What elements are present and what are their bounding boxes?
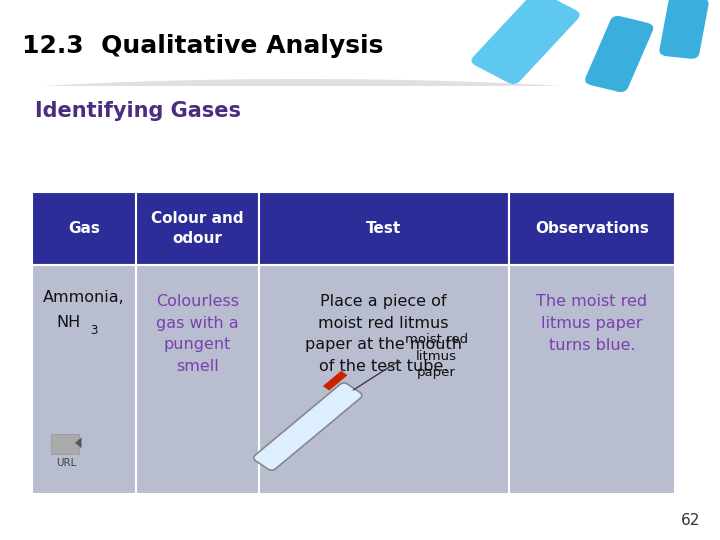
- FancyBboxPatch shape: [253, 383, 362, 470]
- Text: The moist red
litmus paper
turns blue.: The moist red litmus paper turns blue.: [536, 294, 647, 353]
- Text: 62: 62: [680, 513, 700, 528]
- Bar: [0, 0, 720, 97]
- Bar: [323, 371, 348, 390]
- Bar: [0, 86, 720, 540]
- FancyBboxPatch shape: [472, 0, 580, 84]
- Text: Observations: Observations: [535, 221, 649, 235]
- Text: Gas: Gas: [68, 221, 100, 235]
- Text: Colourless
gas with a
pungent
smell: Colourless gas with a pungent smell: [156, 294, 239, 374]
- Bar: [32, 192, 135, 265]
- Bar: [32, 265, 135, 494]
- Bar: [135, 265, 259, 494]
- Bar: [259, 265, 508, 494]
- Text: 12.3  Qualitative Analysis: 12.3 Qualitative Analysis: [22, 34, 383, 58]
- Text: URL: URL: [56, 458, 76, 468]
- FancyBboxPatch shape: [660, 0, 708, 59]
- Bar: [135, 192, 259, 265]
- Polygon shape: [0, 0, 720, 113]
- Bar: [508, 192, 675, 265]
- Text: Colour and
odour: Colour and odour: [151, 211, 243, 246]
- Polygon shape: [75, 437, 81, 448]
- FancyBboxPatch shape: [585, 16, 653, 92]
- Bar: [508, 265, 675, 494]
- Text: Place a piece of
moist red litmus
paper at the mouth
of the test tube.: Place a piece of moist red litmus paper …: [305, 294, 462, 374]
- FancyBboxPatch shape: [50, 434, 79, 454]
- Text: Identifying Gases: Identifying Gases: [35, 100, 240, 121]
- Text: 3: 3: [90, 323, 97, 337]
- Text: NH: NH: [56, 315, 81, 330]
- Text: Test: Test: [366, 221, 401, 235]
- Bar: [259, 192, 508, 265]
- Text: moist red
litmus
paper: moist red litmus paper: [405, 333, 468, 380]
- Text: Ammonia,: Ammonia,: [43, 289, 125, 305]
